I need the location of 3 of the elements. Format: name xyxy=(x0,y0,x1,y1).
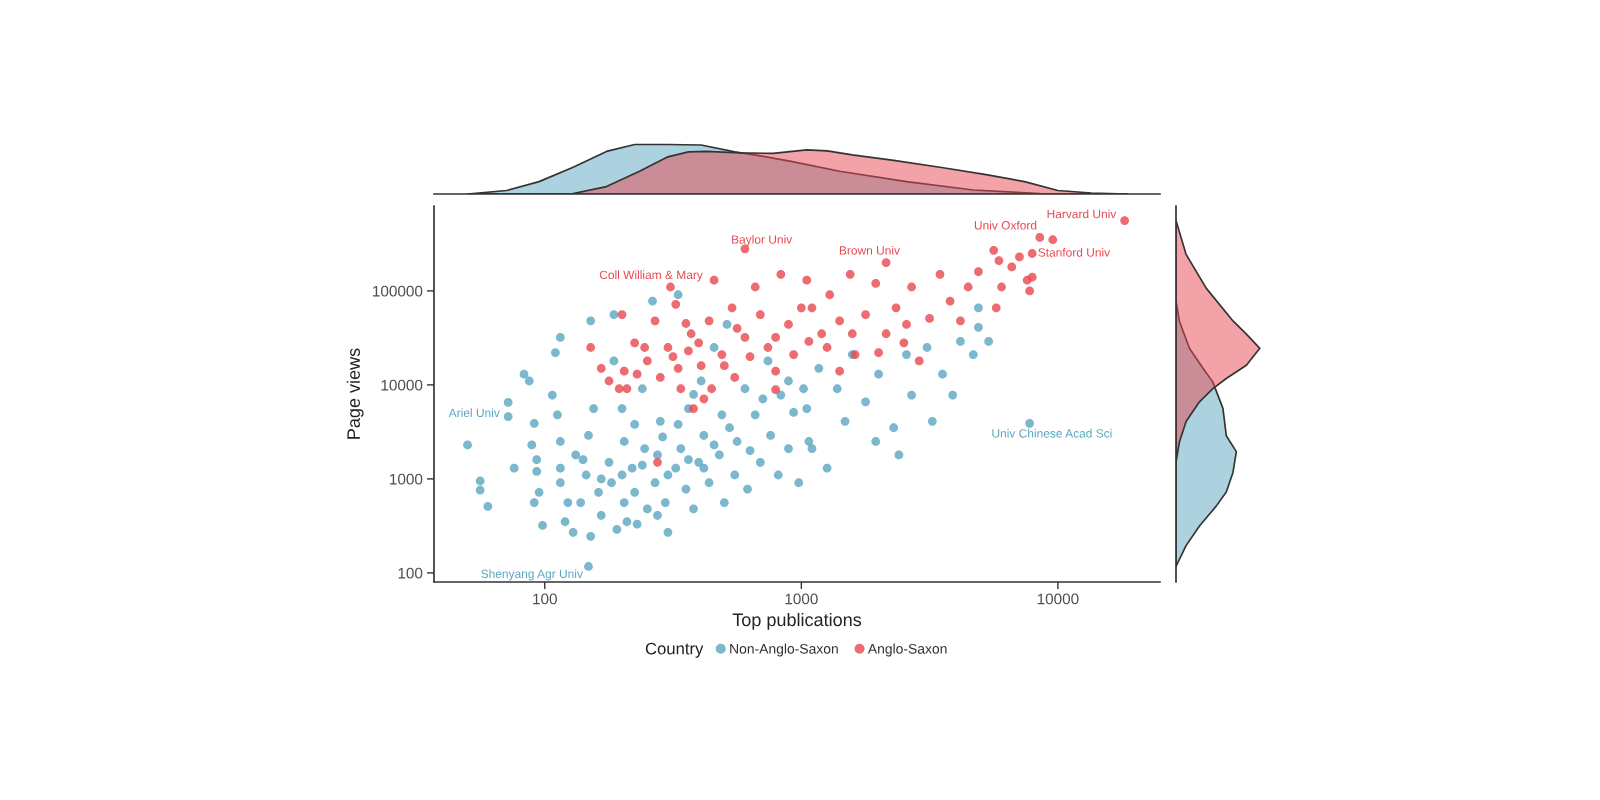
legend-title: Country xyxy=(645,642,704,658)
y-axis-title: Page views xyxy=(346,348,364,439)
x-axis-title: Top publications xyxy=(732,612,862,630)
